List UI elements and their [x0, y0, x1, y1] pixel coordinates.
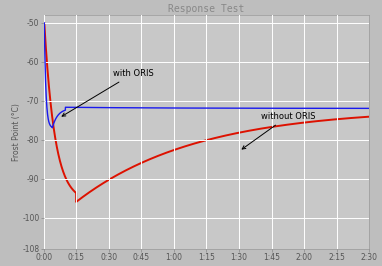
Text: without ORIS: without ORIS	[242, 112, 315, 149]
Text: with ORIS: with ORIS	[62, 69, 154, 116]
Title: Response Test: Response Test	[168, 4, 244, 14]
Y-axis label: Frost Point (°C): Frost Point (°C)	[12, 103, 21, 161]
